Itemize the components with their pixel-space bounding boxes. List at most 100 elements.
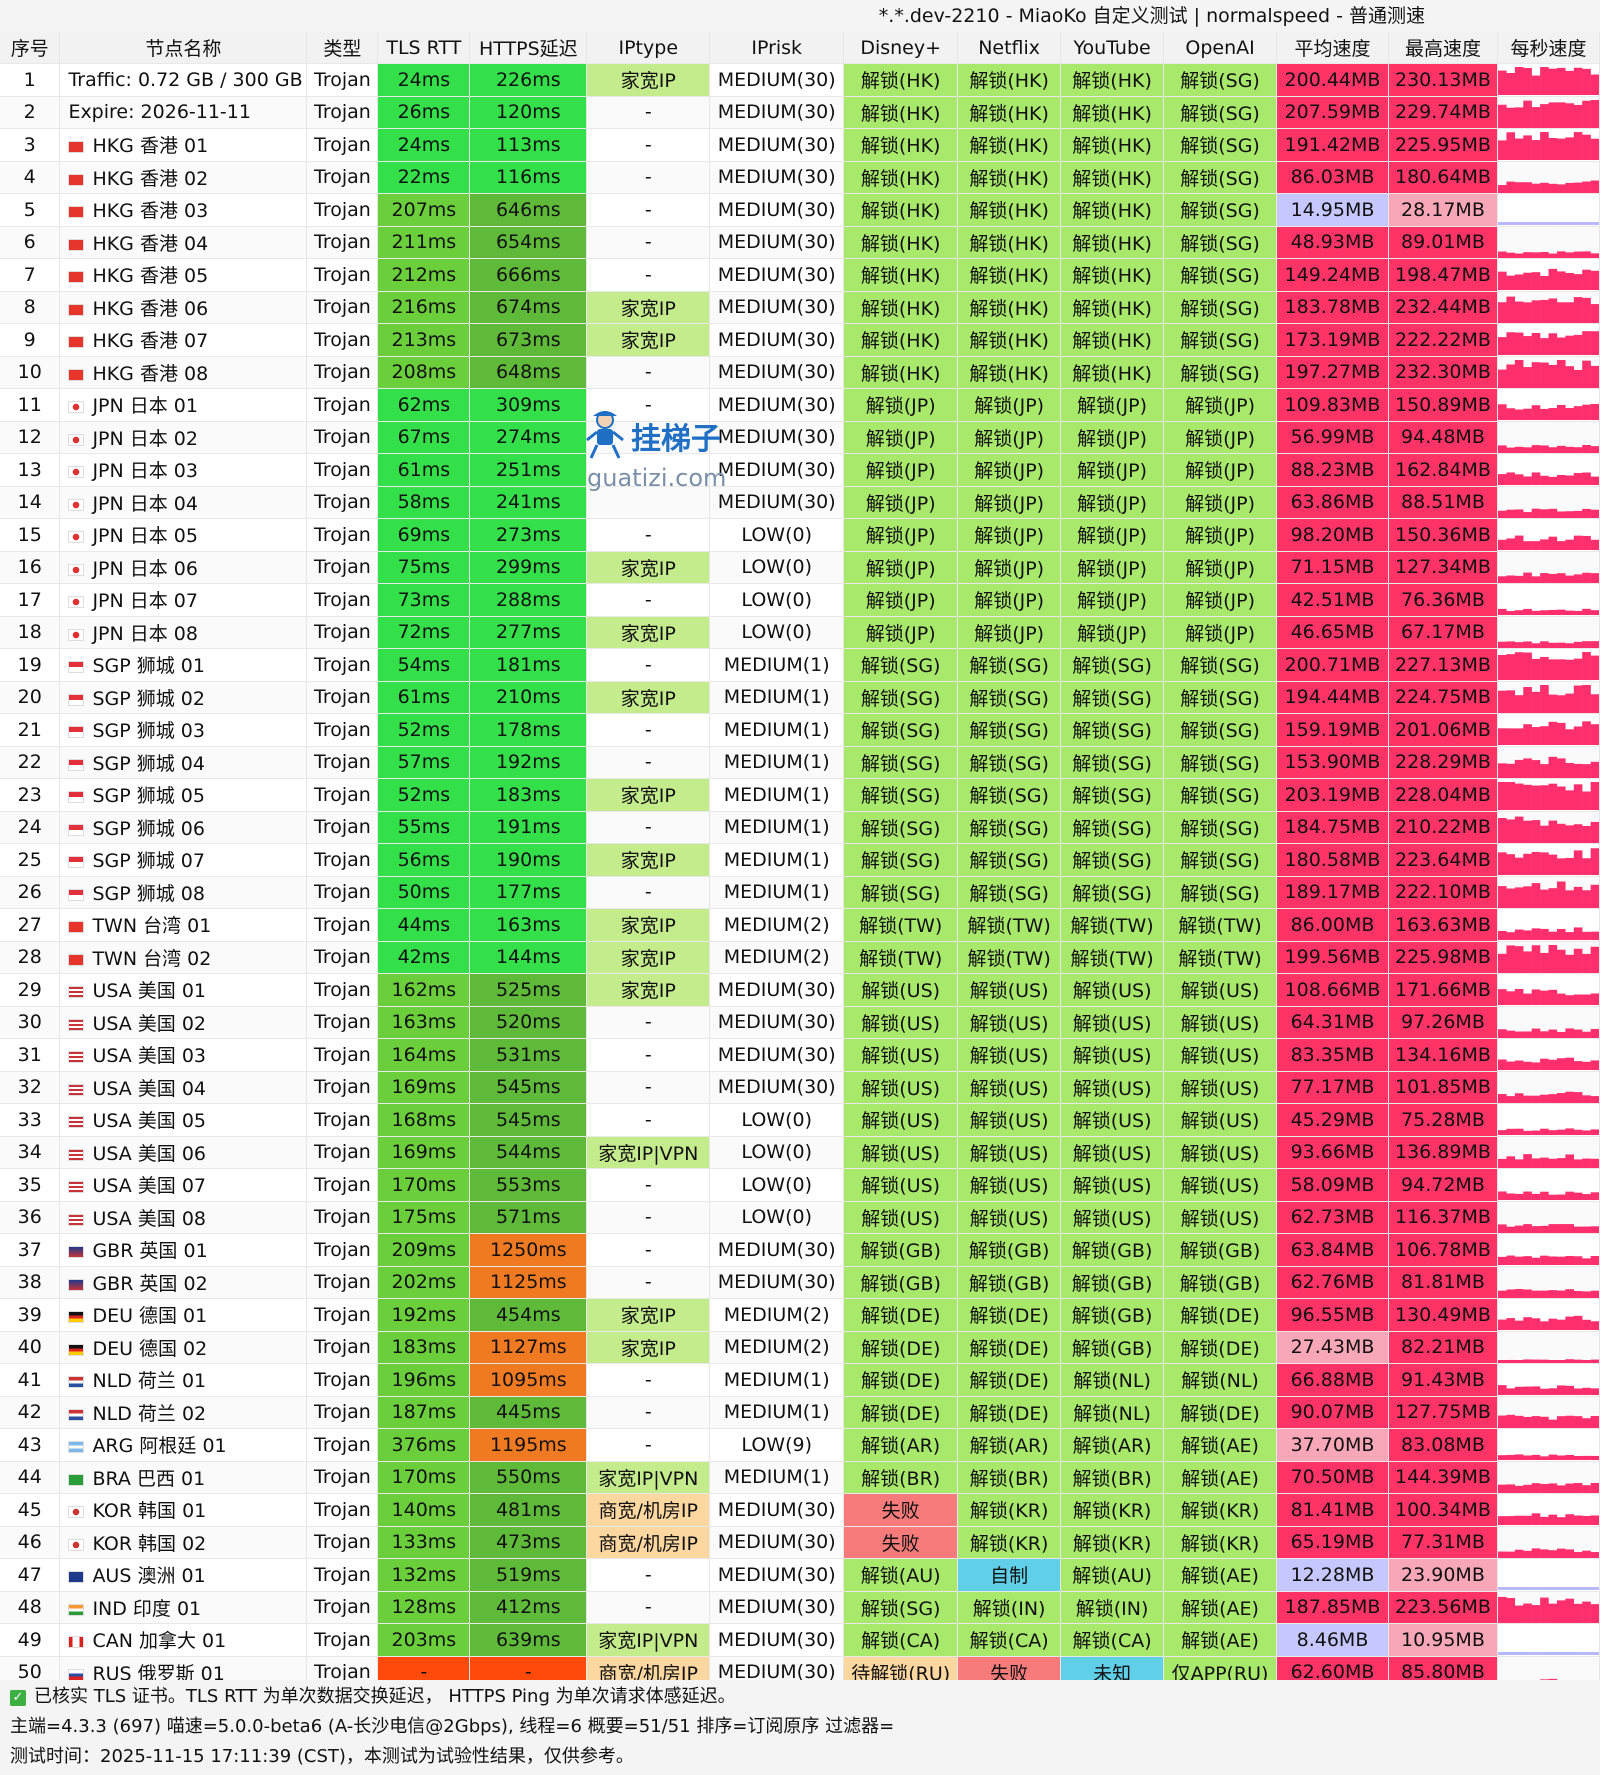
- speed-bar: [1582, 134, 1591, 161]
- table-row[interactable]: 28 TWN 台湾 02 Trojan 42ms 144ms 家宽IP MEDIUM(2) 解…: [0, 941, 1600, 974]
- speed-bar: [1556, 302, 1566, 323]
- node-name-cell: ARG 阿根廷 01: [59, 1428, 308, 1462]
- table-row[interactable]: 36 USA 美国 08 Trojan 175ms 571ms - LOW(0) 解锁(US)…: [0, 1201, 1600, 1234]
- table-row[interactable]: 8 HKG 香港 06 Trojan 216ms 674ms 家宽IP MEDIUM(30)…: [0, 291, 1600, 324]
- openai-cell: 解锁(US): [1163, 1168, 1278, 1202]
- speed-bar: [1497, 576, 1507, 583]
- table-row[interactable]: 43 ARG 阿根廷 01 Trojan 376ms 1195ms - LOW(9) 解锁(A…: [0, 1428, 1600, 1462]
- speed-bar: [1548, 1318, 1558, 1331]
- table-row[interactable]: 5 HKG 香港 03 Trojan 207ms 646ms - MEDIUM(30) 解锁(…: [0, 193, 1600, 227]
- youtube-cell: 解锁(SG): [1060, 648, 1165, 682]
- table-row[interactable]: 17 JPN 日本 07 Trojan 73ms 288ms - LOW(0) 解锁(JP) 解…: [0, 583, 1600, 617]
- index-cell: 26: [0, 876, 61, 909]
- speed-bar: [1540, 1191, 1549, 1201]
- table-row[interactable]: 24 SGP 狮城 06 Trojan 55ms 191ms - MEDIUM(1) 解锁(S…: [0, 811, 1600, 844]
- speed-bar: [1573, 296, 1583, 323]
- table-row[interactable]: 21 SGP 狮城 03 Trojan 52ms 178ms - MEDIUM(1) 解锁(S…: [0, 713, 1600, 747]
- table-row[interactable]: 15 JPN 日本 05 Trojan 69ms 273ms - LOW(0) 解锁(JP) 解…: [0, 518, 1600, 552]
- table-row[interactable]: 1 Traffic: 0.72 GB / 300 GB Trojan 24ms 226m…: [0, 63, 1600, 97]
- table-row[interactable]: 47 AUS 澳洲 01 Trojan 132ms 519ms - MEDIUM(30) 解锁…: [0, 1558, 1600, 1592]
- node-name-cell: SGP 狮城 03: [59, 713, 308, 747]
- table-row[interactable]: 3 HKG 香港 01 Trojan 24ms 113ms - MEDIUM(30) 解锁(H…: [0, 128, 1600, 162]
- table-row[interactable]: 6 HKG 香港 04 Trojan 211ms 654ms - MEDIUM(30) 解锁(…: [0, 226, 1600, 259]
- avg-speed-cell: 83.35MB: [1276, 1038, 1389, 1072]
- table-row[interactable]: 34 USA 美国 06 Trojan 169ms 544ms 家宽IP|VPN LOW(0…: [0, 1136, 1600, 1169]
- iptype-cell: 家宽IP: [586, 908, 711, 942]
- speed-bar: [1548, 573, 1558, 583]
- speed-bar: [1548, 1130, 1558, 1136]
- speed-bar: [1573, 886, 1583, 908]
- table-row[interactable]: 13 JPN 日本 03 Trojan 61ms 251ms MEDIUM(30) 解锁(J…: [0, 453, 1600, 487]
- table-row[interactable]: 49 CAN 加拿大 01 Trojan 203ms 639ms 家宽IP|VPN MEDI…: [0, 1623, 1600, 1657]
- disney-cell: 解锁(AR): [843, 1428, 959, 1462]
- netflix-cell: 解锁(GB): [957, 1233, 1062, 1267]
- table-row[interactable]: 32 USA 美国 04 Trojan 169ms 545ms - MEDIUM(30) 解锁…: [0, 1071, 1600, 1104]
- speed-bar: [1556, 1031, 1566, 1038]
- table-row[interactable]: 25 SGP 狮城 07 Trojan 56ms 190ms 家宽IP MEDIUM(1) 解…: [0, 843, 1600, 877]
- table-row[interactable]: 18 JPN 日本 08 Trojan 72ms 277ms 家宽IP LOW(0) 解锁(J…: [0, 616, 1600, 649]
- table-row[interactable]: 20 SGP 狮城 02 Trojan 61ms 210ms 家宽IP MEDIUM(1) 解…: [0, 681, 1600, 714]
- https-latency-cell: 571ms: [469, 1201, 588, 1234]
- table-row[interactable]: 9 HKG 香港 07 Trojan 213ms 673ms 家宽IP MEDIUM(30)…: [0, 323, 1600, 357]
- table-row[interactable]: 23 SGP 狮城 05 Trojan 52ms 183ms 家宽IP MEDIUM(1) 解…: [0, 778, 1600, 812]
- table-row[interactable]: 10 HKG 香港 08 Trojan 208ms 648ms - MEDIUM(30) 解锁…: [0, 356, 1600, 389]
- https-latency-cell: 648ms: [469, 356, 588, 389]
- speed-bar: [1497, 1551, 1507, 1558]
- speed-bar: [1506, 1359, 1515, 1363]
- table-row[interactable]: 35 USA 美国 07 Trojan 170ms 553ms - LOW(0) 解锁(US)…: [0, 1168, 1600, 1202]
- speed-bar: [1582, 536, 1591, 551]
- openai-cell: 解锁(JP): [1163, 551, 1278, 584]
- table-row[interactable]: 12 JPN 日本 02 Trojan 67ms 274ms MEDIUM(30) 解锁(J…: [0, 421, 1600, 454]
- table-row[interactable]: 26 SGP 狮城 08 Trojan 50ms 177ms - MEDIUM(1) 解锁(S…: [0, 876, 1600, 909]
- table-row[interactable]: 45 KOR 韩国 01 Trojan 140ms 481ms 商宽/机房IP MEDIUM…: [0, 1493, 1600, 1527]
- table-row[interactable]: 42 NLD 荷兰 02 Trojan 187ms 445ms - MEDIUM(1) 解锁(…: [0, 1396, 1600, 1429]
- speed-bar: [1590, 1321, 1599, 1331]
- openai-cell: 解锁(SG): [1163, 193, 1278, 227]
- table-row[interactable]: 48 IND 印度 01 Trojan 128ms 412ms - MEDIUM(30) 解锁…: [0, 1591, 1600, 1624]
- https-latency-cell: 277ms: [469, 616, 588, 649]
- iprisk-cell: MEDIUM(1): [709, 778, 845, 812]
- type-cell: Trojan: [306, 1168, 379, 1202]
- table-row[interactable]: 30 USA 美国 02 Trojan 163ms 520ms - MEDIUM(30) 解锁…: [0, 1006, 1600, 1039]
- table-row[interactable]: 39 DEU 德国 01 Trojan 192ms 454ms 家宽IP MEDIUM(2)…: [0, 1298, 1600, 1332]
- table-row[interactable]: 33 USA 美国 05 Trojan 168ms 545ms - LOW(0) 解锁(US)…: [0, 1103, 1600, 1137]
- table-row[interactable]: 14 JPN 日本 04 Trojan 58ms 241ms MEDIUM(30) 解锁(J…: [0, 486, 1600, 519]
- speed-bar: [1506, 1414, 1515, 1428]
- tls-rtt-cell: 133ms: [377, 1526, 471, 1559]
- openai-cell: 解锁(JP): [1163, 453, 1278, 487]
- table-row[interactable]: 41 NLD 荷兰 01 Trojan 196ms 1095ms - MEDIUM(1) 解锁…: [0, 1363, 1600, 1397]
- speed-bar: [1523, 886, 1532, 908]
- table-row[interactable]: 11 JPN 日本 01 Trojan 62ms 309ms - MEDIUM(30) 解锁(…: [0, 388, 1600, 422]
- speed-bar: [1548, 447, 1558, 453]
- table-row[interactable]: 4 HKG 香港 02 Trojan 22ms 116ms - MEDIUM(30) 解锁(H…: [0, 161, 1600, 194]
- table-row[interactable]: 31 USA 美国 03 Trojan 164ms 531ms - MEDIUM(30) 解锁…: [0, 1038, 1600, 1072]
- speed-bar: [1497, 104, 1507, 128]
- speed-bar: [1531, 361, 1541, 388]
- table-row[interactable]: 2 Expire: 2026-11-11 Trojan 26ms 120ms - MEDIU…: [0, 96, 1600, 129]
- table-row[interactable]: 38 GBR 英国 02 Trojan 202ms 1125ms - MEDIUM(30) 解…: [0, 1266, 1600, 1299]
- table-row[interactable]: 46 KOR 韩国 02 Trojan 133ms 473ms 商宽/机房IP MEDIUM…: [0, 1526, 1600, 1559]
- table-row[interactable]: 16 JPN 日本 06 Trojan 75ms 299ms 家宽IP LOW(0) 解锁(J…: [0, 551, 1600, 584]
- node-name: CAN 加拿大 01: [92, 1630, 227, 1653]
- table-row[interactable]: 7 HKG 香港 05 Trojan 212ms 666ms - MEDIUM(30) 解锁(…: [0, 258, 1600, 292]
- speed-bar: [1573, 182, 1583, 193]
- table-row[interactable]: 19 SGP 狮城 01 Trojan 54ms 181ms - MEDIUM(1) 解锁(S…: [0, 648, 1600, 682]
- youtube-cell: 解锁(US): [1060, 973, 1165, 1007]
- avg-speed-cell: 199.56MB: [1276, 941, 1389, 974]
- tls-rtt-cell: 50ms: [377, 876, 471, 909]
- youtube-cell: 解锁(HK): [1060, 96, 1165, 129]
- speed-sparkline: [1497, 251, 1599, 258]
- table-row[interactable]: 27 TWN 台湾 01 Trojan 44ms 163ms 家宽IP MEDIUM(2) 解…: [0, 908, 1600, 942]
- table-row[interactable]: 40 DEU 德国 02 Trojan 183ms 1127ms 家宽IP MEDIUM(2…: [0, 1331, 1600, 1364]
- speed-bar: [1514, 1031, 1524, 1038]
- https-latency-cell: 241ms: [469, 486, 588, 519]
- table-row[interactable]: 44 BRA 巴西 01 Trojan 170ms 550ms 家宽IP|VPN MEDIU…: [0, 1461, 1600, 1494]
- speed-bar: [1497, 728, 1507, 746]
- table-row[interactable]: 37 GBR 英国 01 Trojan 209ms 1250ms - MEDIUM(30) 解…: [0, 1233, 1600, 1267]
- table-row[interactable]: 22 SGP 狮城 04 Trojan 57ms 192ms - MEDIUM(1) 解锁(S…: [0, 746, 1600, 779]
- per-second-speed-cell: [1497, 388, 1600, 422]
- speed-bar: [1540, 509, 1549, 518]
- openai-cell: 解锁(SG): [1163, 63, 1278, 97]
- speed-sparkline: [1497, 331, 1599, 356]
- table-row[interactable]: 29 USA 美国 01 Trojan 162ms 525ms 家宽IP MEDIUM(30…: [0, 973, 1600, 1007]
